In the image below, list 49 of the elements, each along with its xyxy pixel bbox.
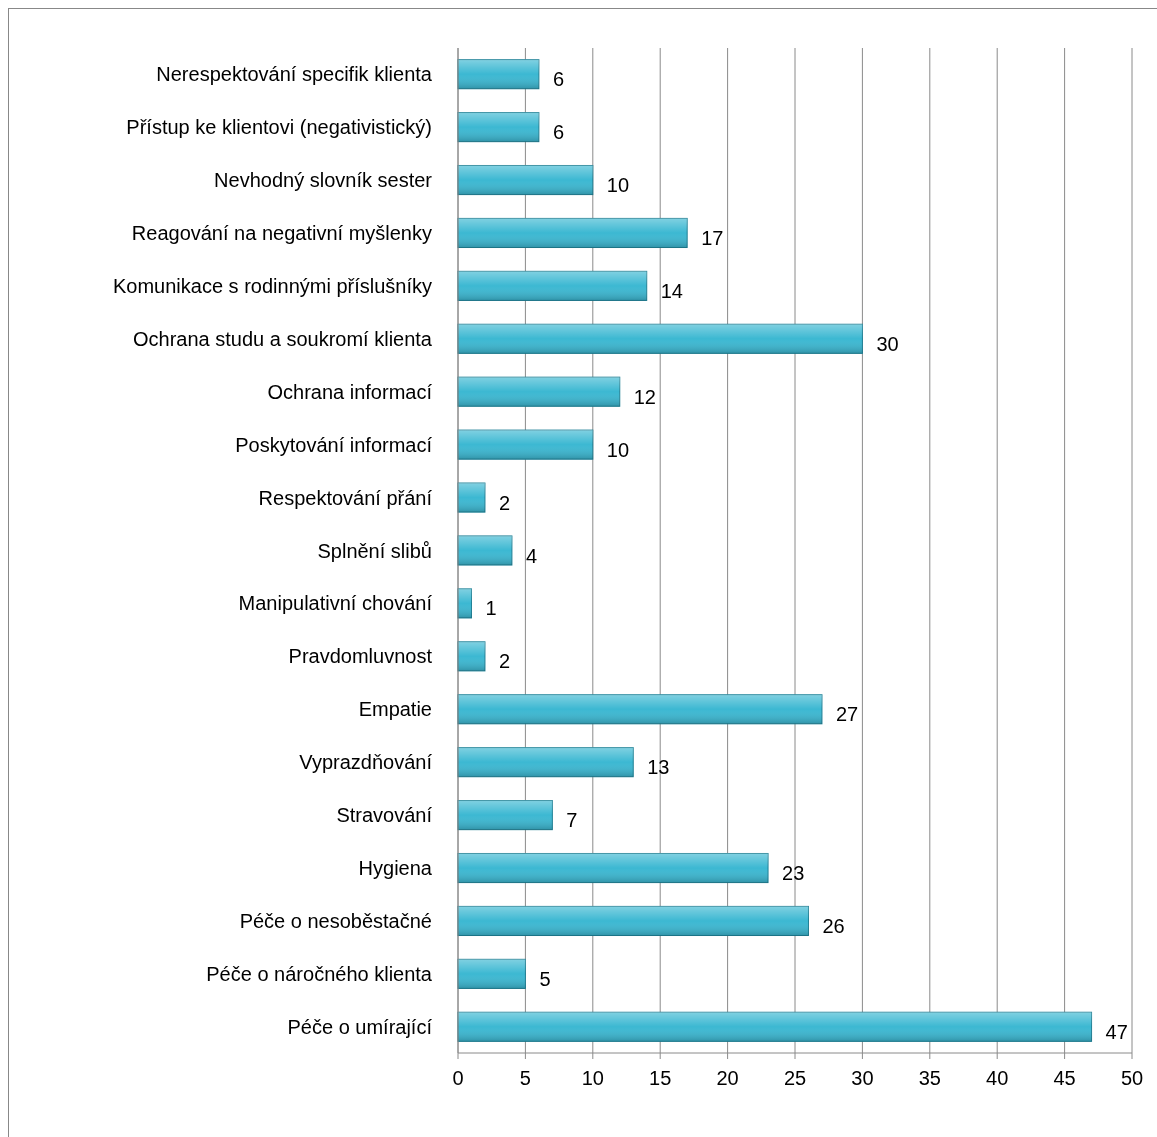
y-tick-label: Vyprazdňování: [299, 751, 433, 774]
data-label: 30: [876, 332, 899, 355]
y-tick-label: Ochrana informací: [267, 380, 433, 403]
data-label: 1: [485, 597, 497, 620]
data-label: 47: [1105, 1020, 1128, 1043]
y-tick-label: Pravdomluvnost: [288, 645, 433, 668]
data-label: 10: [606, 174, 630, 197]
data-label: 4: [525, 544, 538, 567]
y-tick-label: Komunikace s rodinnými příslušníky: [112, 274, 432, 297]
data-label: 10: [606, 438, 630, 461]
data-label: 6: [552, 121, 565, 144]
data-label: 2: [498, 491, 511, 514]
y-tick-label: Péče o nesoběstačné: [239, 909, 432, 932]
y-tick-label: Nevhodný slovník sester: [214, 169, 433, 192]
x-tick-label: 35: [918, 1067, 941, 1089]
x-tick-label: 15: [649, 1067, 672, 1089]
x-tick-label: 0: [452, 1067, 464, 1089]
x-tick-label: 45: [1053, 1067, 1076, 1089]
data-label: 7: [566, 809, 578, 832]
data-label: 6: [552, 68, 565, 91]
y-tick-label: Respektování přání: [258, 486, 433, 509]
y-tick-label: Hygiena: [358, 857, 433, 880]
x-tick-label: 20: [716, 1067, 739, 1089]
x-tick-label: 10: [581, 1067, 604, 1089]
data-label: 14: [660, 279, 683, 302]
y-tick-label: Reagování na negativní myšlenky: [131, 221, 432, 244]
y-tick-label: Stravování: [336, 804, 433, 827]
y-tick-label: Ochrana studu a soukromí klienta: [132, 327, 433, 350]
data-label: 2: [498, 650, 511, 673]
y-tick-label: Empatie: [358, 698, 432, 721]
data-label: 13: [647, 756, 670, 779]
x-tick-label: 5: [519, 1067, 531, 1089]
x-tick-label: 25: [783, 1067, 807, 1089]
y-tick-label: Péče o umírající: [287, 1015, 433, 1038]
x-tick-label: 30: [851, 1067, 874, 1089]
data-label: 26: [822, 914, 845, 937]
y-tick-label: Splnění slibů: [317, 539, 432, 562]
y-tick-label: Manipulativní chování: [238, 592, 433, 615]
y-tick-label: Nerespektování specifik klienta: [156, 63, 433, 86]
data-label: 12: [633, 385, 657, 408]
y-tick-label: Péče o náročného klienta: [206, 962, 433, 985]
x-tick-label: 50: [1120, 1067, 1144, 1089]
data-label: 27: [835, 703, 859, 726]
y-tick-label: Přístup ke klientovi (negativistický): [126, 116, 432, 139]
data-label: 5: [539, 967, 551, 990]
data-label: 17: [701, 226, 724, 249]
x-tick-label: 40: [986, 1067, 1009, 1089]
data-label: 23: [782, 862, 805, 885]
y-tick-label: Poskytování informací: [235, 433, 433, 456]
